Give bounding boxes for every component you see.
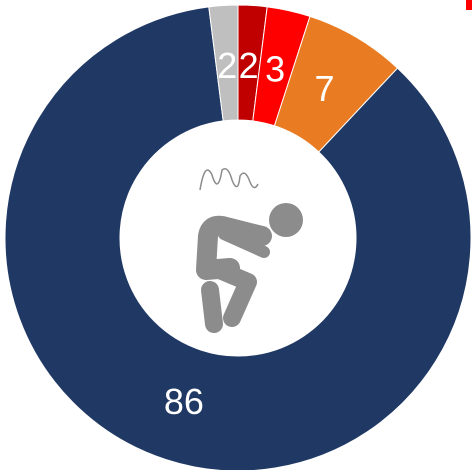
donut-segment	[4, 6, 472, 470]
data-label: 7	[315, 68, 335, 109]
data-label: 3	[265, 49, 285, 90]
data-label: 86	[164, 381, 204, 422]
crouching-person-icon	[196, 168, 303, 333]
legend-fragment	[466, 0, 472, 10]
data-label: 2	[217, 45, 237, 86]
data-label: 2	[239, 45, 259, 86]
donut-segment	[208, 4, 239, 122]
